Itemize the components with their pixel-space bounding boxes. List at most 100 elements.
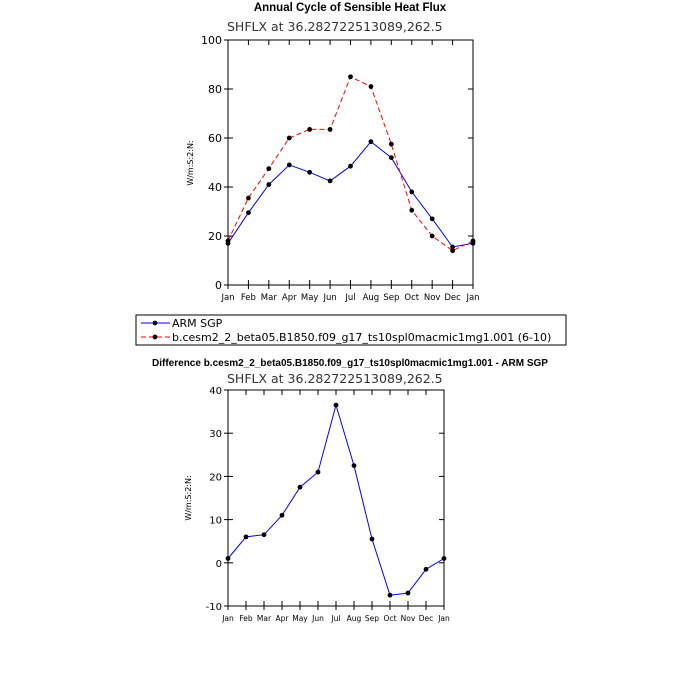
series-0-point (246, 210, 251, 216)
x-tick-label: Jul (344, 293, 355, 303)
series-0-point (387, 592, 393, 598)
series-1-point (246, 195, 251, 201)
chart-1-legend: ARM SGP b.cesm2_2_beta05.B1850.f09_g17_t… (135, 314, 567, 346)
chart-2-y-axis-label: W/m:S:2:N: (184, 475, 193, 520)
x-tick-label: Dec (419, 614, 434, 623)
legend-marker-arm-sgp (152, 320, 158, 326)
x-tick-label: Jul (330, 614, 340, 623)
x-tick-label: Apr (282, 293, 297, 303)
y-tick-label: 0 (216, 559, 222, 570)
x-tick-label: Dec (444, 293, 461, 303)
x-tick-label: May (292, 614, 308, 623)
y-tick-label: 40 (208, 181, 222, 194)
x-tick-label: Oct (404, 293, 419, 303)
y-tick-label: 20 (209, 472, 222, 483)
y-tick-label: 0 (215, 279, 222, 292)
series-0-point (409, 189, 415, 195)
y-tick-label: -10 (206, 602, 222, 613)
chart-2-title: Difference b.cesm2_2_beta05.B1850.f09_g1… (152, 358, 548, 369)
series-0-point (307, 169, 313, 175)
x-tick-label: Apr (276, 614, 290, 623)
series-line-0 (227, 403, 445, 596)
series-0-point (315, 469, 321, 475)
y-tick-label: 40 (209, 386, 222, 397)
y-tick-label: 60 (208, 132, 222, 145)
series-1-point (348, 74, 353, 80)
legend-entry-model: b.cesm2_2_beta05.B1850.f09_g17_ts10spl0m… (141, 331, 551, 344)
series-1-point (409, 207, 415, 213)
legend-label-model: b.cesm2_2_beta05.B1850.f09_g17_ts10spl0m… (172, 331, 551, 344)
series-0-point (225, 556, 231, 561)
chart-1: Annual Cycle of Sensible Heat Flux SHFLX… (135, 2, 567, 346)
chart-1-x-ticks: Jan Feb Mar Apr May Jun Jul Aug Sep Oct Nov Dec Jan (220, 40, 480, 303)
series-1-point (225, 238, 231, 244)
x-tick-label: Jan (221, 614, 234, 623)
x-tick-label: Jun (311, 614, 324, 623)
series-0-point (351, 463, 357, 468)
x-tick-label: Nov (424, 293, 441, 303)
legend-entry-arm-sgp: ARM SGP (141, 317, 223, 330)
x-tick-label: Oct (384, 614, 397, 623)
x-tick-label: Jan (465, 293, 479, 303)
chart-1-subtitle: SHFLX at 36.282722513089,262.5 (227, 19, 443, 34)
x-tick-label: Feb (241, 293, 256, 303)
y-tick-label: 20 (208, 230, 222, 243)
x-tick-label: Mar (257, 614, 272, 623)
series-1-point (307, 127, 313, 132)
x-tick-label: Aug (347, 614, 362, 623)
chart-2-plot-frame (227, 389, 445, 607)
x-tick-label: Nov (401, 614, 416, 623)
series-0-point (429, 216, 435, 222)
series-0-point (405, 590, 411, 596)
x-tick-label: Jun (322, 293, 336, 303)
series-1-point (368, 84, 374, 89)
chart-2-y-ticks: -10 0 10 20 30 40 (206, 386, 444, 613)
series-1-point (388, 141, 394, 147)
series-0-point (368, 139, 374, 145)
x-tick-label: May (301, 293, 319, 303)
x-tick-label: Sep (365, 614, 379, 623)
x-tick-label: Feb (239, 614, 253, 623)
chart-2-x-ticks: Jan Feb Mar Apr May Jun Jul Aug Sep Oct Nov Dec Jan (221, 390, 450, 623)
y-tick-label: 100 (201, 34, 222, 47)
series-1-point (266, 166, 272, 172)
x-tick-label: Jan (220, 293, 234, 303)
x-tick-label: Jan (437, 614, 450, 623)
series-0-point (441, 556, 447, 561)
series-1-point (327, 127, 333, 132)
y-tick-label: 30 (209, 429, 222, 440)
legend-label-arm-sgp: ARM SGP (172, 317, 223, 330)
series-0-point (369, 536, 375, 542)
chart-1-y-ticks: 0 20 40 60 80 100 (201, 34, 473, 292)
series-line-0 (227, 141, 474, 248)
series-1-point (450, 248, 455, 254)
series-0-point (266, 182, 272, 187)
chart-1-title: Annual Cycle of Sensible Heat Flux (254, 2, 447, 14)
x-tick-label: Aug (363, 293, 380, 303)
legend-box (135, 314, 567, 346)
series-0-point (423, 566, 429, 572)
y-tick-label: 10 (209, 516, 222, 527)
series-0-point (286, 162, 292, 168)
series-0-point (279, 512, 285, 518)
series-1-point (470, 238, 476, 244)
series-1-point (286, 135, 292, 141)
chart-1-y-axis-label: W/m:S:2:N: (186, 140, 195, 185)
chart-1-series (225, 74, 476, 254)
x-tick-label: Sep (383, 293, 399, 303)
series-0-point (243, 534, 249, 540)
chart-2-series (225, 402, 447, 598)
legend-marker-model (152, 334, 158, 340)
series-0-point (388, 155, 394, 161)
series-0-point (450, 244, 455, 250)
x-tick-label: Mar (261, 293, 278, 303)
series-0-point (348, 163, 353, 169)
series-0-point (297, 484, 303, 490)
series-0-point (327, 178, 333, 184)
series-0-point (333, 402, 339, 408)
chart-2: Difference b.cesm2_2_beta05.B1850.f09_g1… (152, 358, 548, 623)
series-1-point (429, 233, 435, 239)
chart-2-subtitle: SHFLX at 36.282722513089,262.5 (227, 371, 443, 386)
series-0-point (261, 532, 267, 538)
